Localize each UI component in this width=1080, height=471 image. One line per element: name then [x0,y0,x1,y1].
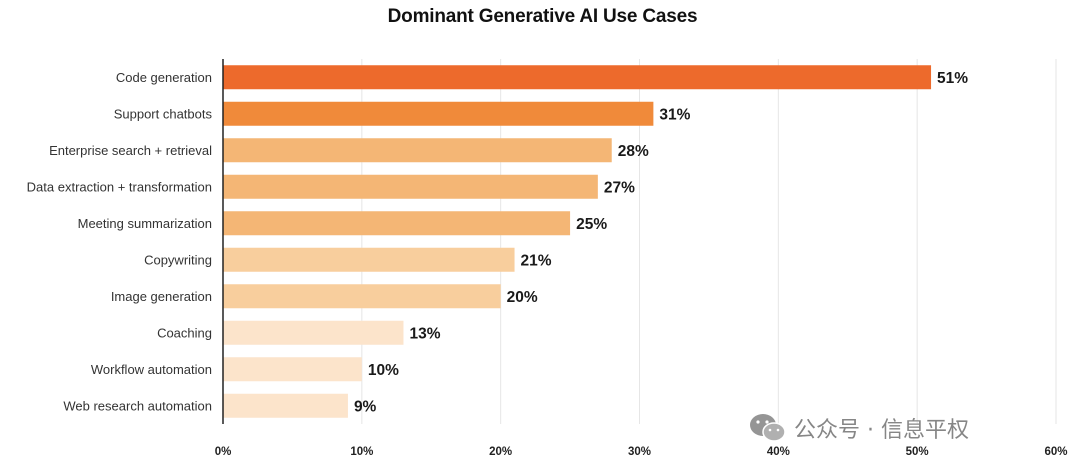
value-label: 27% [604,179,635,196]
bar [223,284,501,309]
value-label: 25% [576,216,607,233]
bar [223,211,571,236]
watermark: 公众号 · 信息平权 [748,410,969,446]
category-label: Data extraction + transformation [27,179,212,194]
bar [223,65,932,90]
bar [223,357,362,382]
category-label: Image generation [111,289,212,304]
category-label: Meeting summarization [78,216,212,231]
category-label: Support chatbots [114,106,213,121]
x-tick-label: 50% [906,446,929,458]
value-label: 31% [659,106,690,123]
x-tick-label: 10% [350,446,373,458]
x-tick-label: 20% [489,446,512,458]
gridlines [361,59,1057,424]
category-label: Workflow automation [91,362,212,377]
category-labels: Code generation Support chatbots Enterpris… [27,70,213,414]
chart-title: Dominant Generative AI Use Cases [387,6,698,27]
bar [223,320,404,345]
value-label: 20% [507,289,538,306]
bar [223,393,348,418]
x-tick-label: 30% [628,446,651,458]
wechat-icon [748,411,788,445]
category-label: Enterprise search + retrieval [49,143,212,158]
x-tick-label: 40% [767,446,790,458]
watermark-text: 公众号 · 信息平权 [794,418,969,443]
category-label: Web research automation [63,398,212,413]
category-label: Coaching [157,325,212,340]
value-label: 21% [521,252,552,269]
value-label: 9% [354,398,377,415]
bar [223,138,612,163]
x-tick-label: 60% [1044,446,1067,458]
category-label: Code generation [116,70,212,85]
x-axis-ticks: 0% 10% 20% 30% 40% 50% 60% [215,446,1068,458]
value-label: 28% [618,143,649,160]
value-label: 10% [368,362,399,379]
x-tick-label: 0% [215,446,232,458]
category-label: Copywriting [144,252,212,267]
value-label: 51% [937,70,968,87]
bars [223,65,932,418]
value-label: 13% [409,325,440,342]
value-labels: 51% 31% 28% 27% 25% 21% 20% 13% 10% 9% [354,70,968,416]
bar [223,101,654,126]
bar [223,174,598,199]
bar [223,247,515,272]
